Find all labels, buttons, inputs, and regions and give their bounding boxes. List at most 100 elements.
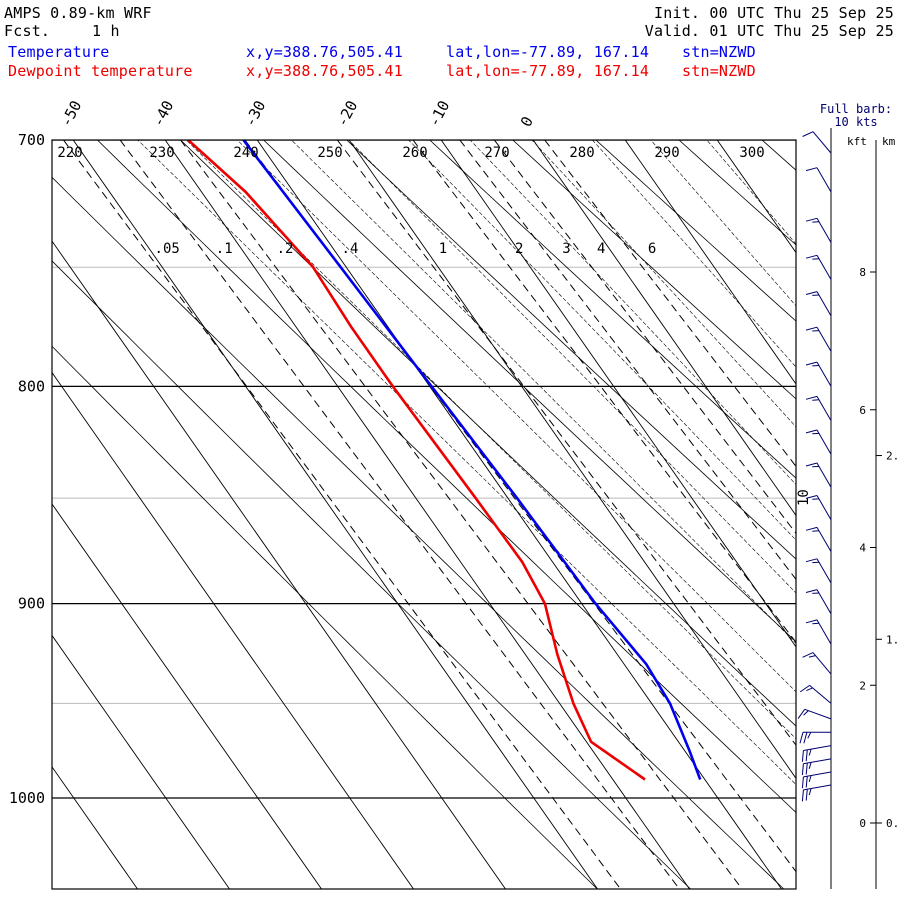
wind-title-line2: 10 kts [834,115,877,129]
moist-adiabat--15 [185,140,796,740]
wind-barb-staff [803,745,832,751]
wind-barb-feather [799,684,810,693]
isotherm--60 [52,240,506,889]
mixing-ratio-label-3: .4 [342,241,359,257]
wind-barb-feather [805,361,818,366]
wind-barb-staff [816,326,832,352]
wind-barb-staff [812,131,832,154]
pressure-label-900: 900 [18,595,45,613]
wind-barb-staff [816,558,832,584]
km-tick-2: 0. [886,817,899,830]
wind-barb-panel: Full barb:10 kts kft km 8 6 4 2 0 2. 1. 0. [797,102,899,889]
dry-adiabat-250 [96,140,796,813]
wind-barb-feather [805,395,818,400]
dry-adiabat-280 [346,140,796,560]
mixing-ratio-line-2 [412,140,796,644]
fcst-value: 1 h [92,22,120,40]
isotherm--70 [52,371,414,889]
isotherm--50 [72,140,598,889]
legend-temperature-name: Temperature [8,43,110,61]
wind-barb-staff [816,396,832,421]
wind-barb-11 [805,526,832,552]
wind-barb-staff [809,685,832,704]
legend-dewpoint-stn: stn=NZWD [682,62,756,80]
dry-adiabat-label-220: 220 [57,145,82,161]
moist-adiabat-15 [531,140,796,428]
dry-adiabat-230 [52,260,692,889]
wind-barb-feather [805,558,818,563]
dry-adiabat-label-290: 290 [654,145,679,161]
isotherm-10 [624,140,796,385]
wind-barb-feather [805,429,818,434]
wind-barb-9 [805,462,832,488]
wind-barb-feather [805,619,818,624]
isotherm--80 [52,503,322,889]
temperature-tick--10: -10 [425,98,454,130]
wind-barb-feather [802,131,814,137]
wind-barb-staff [803,771,832,778]
dry-adiabat-270 [263,140,796,643]
wind-barb-staff [816,218,832,243]
mixing-ratio-label-7: 4 [597,241,605,257]
kft-tick-8: 8 [859,266,866,279]
legend-dewpoint-name: Dewpoint temperature [8,62,193,80]
wind-barb-feather [808,788,812,796]
mixing-ratio-line-6 [544,140,796,468]
temperature-tick--50: -50 [57,98,86,130]
kft-tick-4: 4 [859,542,866,555]
dry-adiabat-310 [595,140,796,322]
wind-barb-20 [801,758,832,776]
wind-barb-staff [816,462,832,488]
moist-adiabat-10 [469,140,796,486]
dry-adiabat-290 [429,140,796,479]
mixing-ratio-line-0.05 [63,140,621,889]
wind-barb-feather [805,776,808,788]
wind-barb-21 [801,771,832,789]
pressure-label-1000: 1000 [9,789,45,807]
mixing-ratio-label-6: 3 [562,241,570,257]
wind-barb-13 [805,589,832,615]
wind-barb-feather [807,732,812,739]
mixing-ratio-line-4 [493,140,796,535]
mixing-ratio-label-0: .05 [155,241,180,257]
wind-barb-feather [808,762,812,769]
wind-title-line1: Full barb: [820,102,892,116]
model-title: AMPS 0.89-km WRF [4,4,152,22]
wind-barb-22 [801,784,832,802]
wind-barb-staff [803,758,832,765]
isotherm-30 [809,140,900,889]
wind-barb-feather [806,687,813,692]
moist-adiabat-30 [706,140,796,245]
moist-adiabat-5 [408,140,796,541]
km-tick-0: 2. [886,450,899,463]
km-label: km [882,135,896,148]
wind-barb-feather [808,748,812,756]
dry-adiabat-label-300: 300 [739,145,764,161]
legend-dewpoint-xy: x,y=388.76,505.41 [246,62,403,80]
kft-tick-2: 2 [859,679,866,692]
mixing-ratio-line-1 [336,140,796,746]
temperature-tick--30: -30 [241,98,270,130]
plot-border [51,139,797,890]
wind-barb-feather [799,732,804,744]
wind-barb-staff [816,495,832,521]
wind-barb-5 [805,326,832,352]
dry-adiabat-240 [52,176,785,889]
wind-barb-staff [812,652,832,675]
wind-barb-staff [816,255,832,280]
wind-barb-feather [805,217,818,222]
dry-adiabat-300 [512,140,796,400]
isotherm--10 [440,140,796,648]
mixing-ratio-line-0.2 [180,140,742,889]
moist-adiabat-20 [591,140,796,368]
legend-dewpoint-latlon: lat,lon=-77.89, 167.14 [446,62,650,80]
isotherm-20 [716,140,796,254]
mixing-ratio-label-4: 1 [439,241,447,257]
temperature-tick--20: -20 [333,98,362,130]
mixing-ratio-label-8: 6 [648,241,656,257]
moist-adiabat-25 [650,140,796,307]
wind-barb-feather [797,709,806,719]
mixing-ratio-label-1: .1 [216,241,233,257]
wind-barb-16 [799,684,832,704]
wind-barb-feather [801,776,804,789]
